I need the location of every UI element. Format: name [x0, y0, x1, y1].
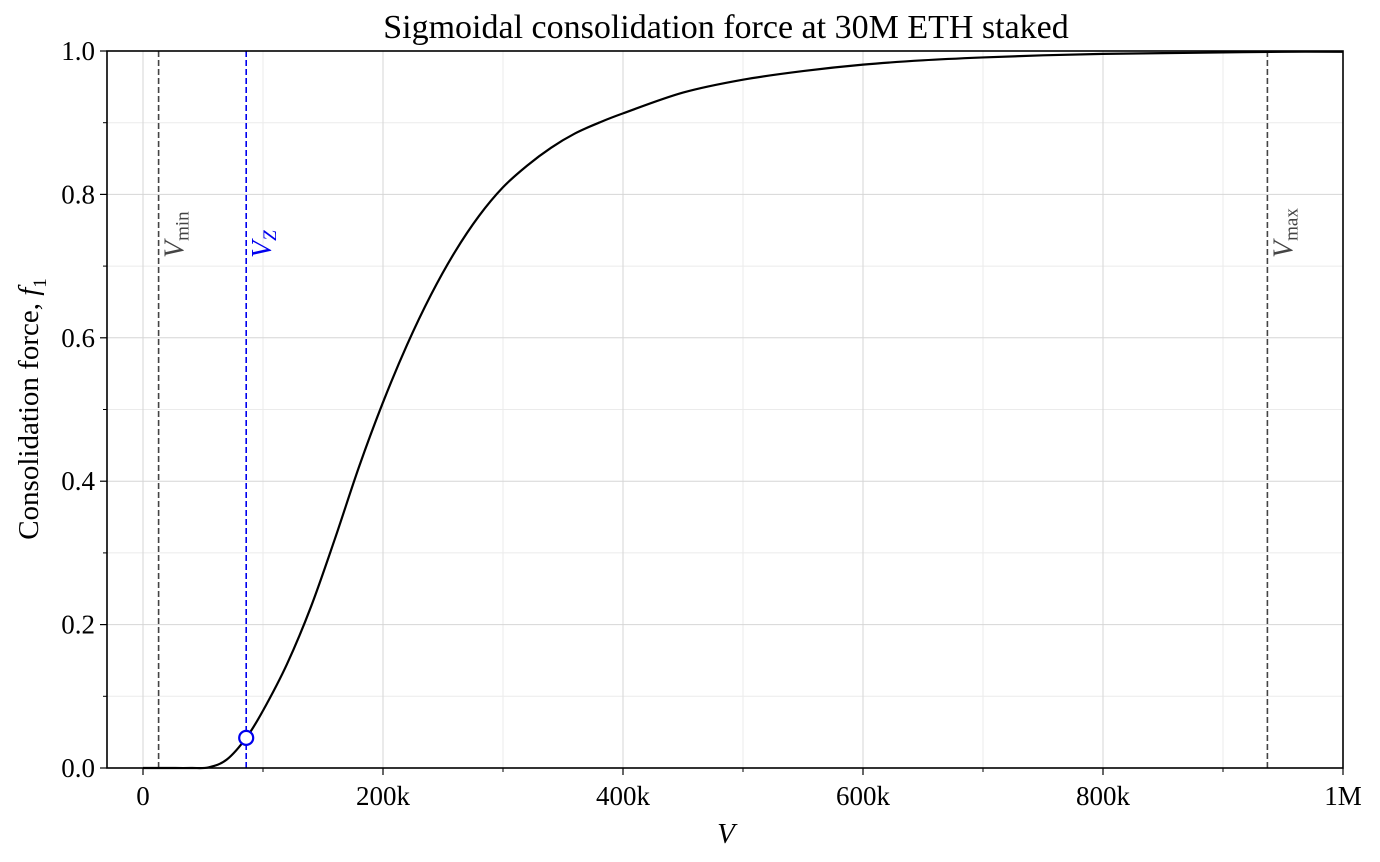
vz-marker-point [238, 729, 255, 746]
y-tick-label: 0.0 [61, 753, 95, 783]
y-axis-label-text: Consolidation force, [13, 296, 45, 540]
x-axis-label: V [717, 818, 738, 850]
grid [107, 50, 1344, 769]
x-tick-label: 1M [1324, 781, 1362, 811]
axis-tick-labels: 0 200k 400k 600k 800k 1M 0.0 0.2 0.4 0.6 0.8 1.0 [61, 36, 1362, 811]
axis-ticks [100, 50, 1344, 775]
label-subscript: min [173, 211, 194, 241]
y-axis-label-subscript: 1 [30, 278, 51, 288]
marker-layer [238, 729, 255, 746]
label-base: V [1268, 238, 1299, 258]
x-tick-label: 0 [136, 781, 150, 811]
x-tick-label: 800k [1076, 781, 1131, 811]
y-tick-label: 0.4 [61, 466, 95, 496]
reference-line-label-max: Vmax [1268, 208, 1302, 258]
label-subscript: Z [260, 230, 281, 241]
reference-line-label-z: VZ [247, 230, 281, 258]
x-tick-label: 400k [596, 781, 651, 811]
y-tick-label: 0.8 [61, 179, 95, 209]
reference-line-label-min: Vmin [160, 211, 194, 258]
series-line-0 [142, 50, 1344, 770]
series-layer [142, 50, 1344, 770]
y-axis-label: Consolidation force, f1 [13, 278, 51, 540]
label-subscript: max [1281, 208, 1302, 241]
y-tick-label: 0.2 [61, 610, 95, 640]
chart-title: Sigmoidal consolidation force at 30M ETH… [383, 9, 1069, 46]
y-tick-label: 0.6 [61, 323, 95, 353]
x-tick-label: 200k [356, 781, 411, 811]
y-tick-label: 1.0 [61, 36, 95, 66]
label-base: V [160, 238, 191, 258]
label-base: V [247, 238, 278, 258]
x-tick-label: 600k [836, 781, 891, 811]
